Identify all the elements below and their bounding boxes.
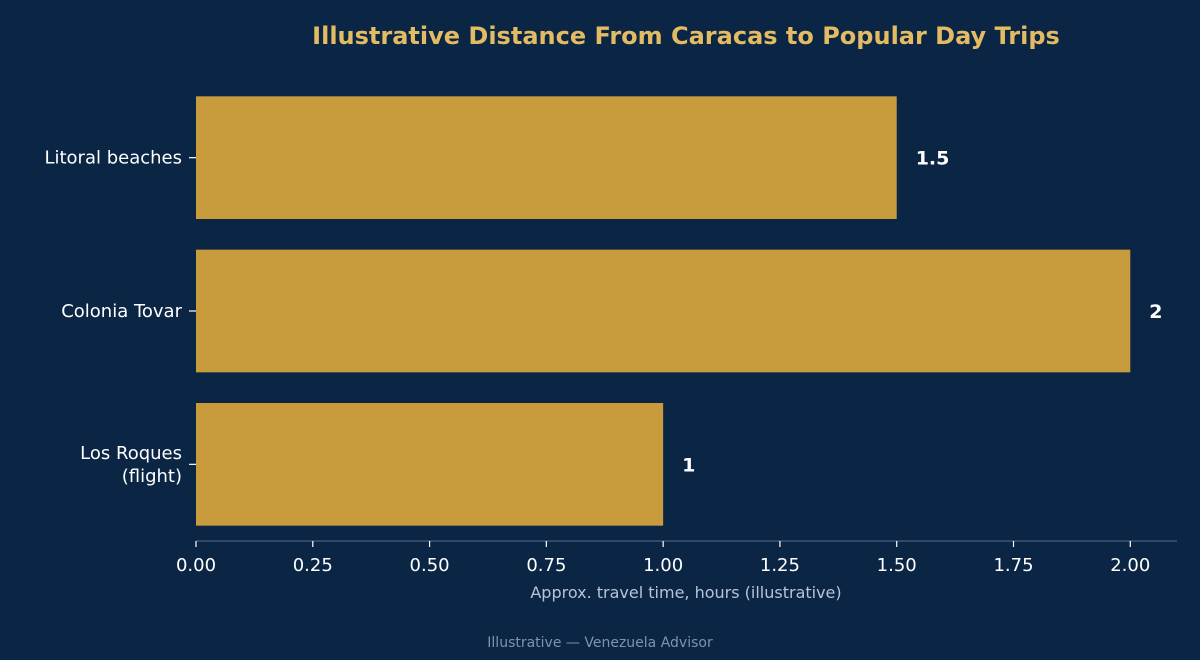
bar-2 [196,403,664,526]
bar-value-label-2: 1 [682,454,695,476]
value-labels-group: 1.5 2 1 [682,148,1162,477]
x-axis: 0.00 0.25 0.50 0.75 1.00 1.25 1.50 1.75 2.00 [176,541,1150,576]
bars-group [196,96,1131,526]
chart-title: Illustrative Distance From Caracas to Po… [312,22,1060,50]
x-tick-label-7: 1.75 [993,555,1033,576]
bar-value-label-1: 2 [1149,301,1162,323]
y-tick-label-1: Colonia Tovar [61,301,182,322]
y-tick-label-0: Litoral beaches [44,148,182,169]
bar-1 [196,249,1131,373]
x-tick-label-5: 1.25 [760,555,800,576]
x-tick-label-4: 1.00 [643,555,683,576]
bar-value-label-0: 1.5 [916,148,950,170]
y-tick-label-2-line-1: (flight) [122,466,182,487]
footer-credit: Illustrative — Venezuela Advisor [487,635,713,651]
x-tick-label-8: 2.00 [1110,555,1150,576]
x-tick-label-1: 0.25 [293,555,333,576]
y-axis: Litoral beaches Colonia Tovar Los Roques(f… [44,148,196,487]
x-axis-label: Approx. travel time, hours (illustrative… [530,583,841,602]
x-tick-label-2: 0.50 [410,555,450,576]
bar-0 [196,96,897,219]
x-tick-label-6: 1.50 [877,555,917,576]
x-tick-label-0: 0.00 [176,555,216,576]
x-tick-label-3: 0.75 [526,555,566,576]
y-tick-label-2-line-0: Los Roques [80,443,182,464]
